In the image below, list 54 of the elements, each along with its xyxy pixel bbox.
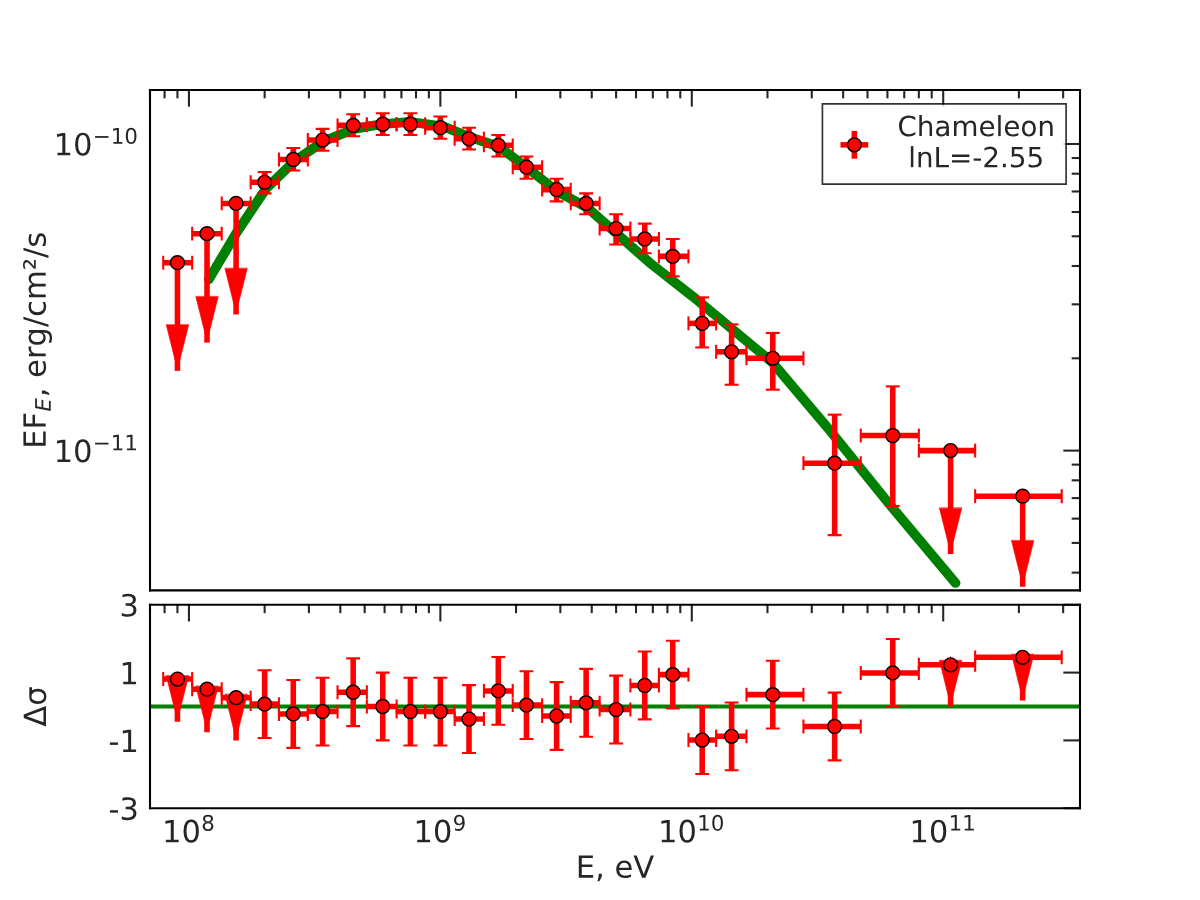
point [375, 698, 391, 715]
point [665, 248, 681, 265]
point [608, 220, 624, 237]
point [548, 708, 565, 724]
point [169, 671, 186, 687]
point [723, 344, 740, 360]
y-axis-title: Δσ [23, 687, 47, 727]
point [345, 117, 361, 134]
point [169, 255, 186, 271]
x-tick-label: 10$^{9}$ [416, 814, 465, 843]
point [694, 732, 710, 748]
point [199, 681, 215, 697]
point [665, 666, 681, 683]
point [461, 131, 477, 147]
point [578, 695, 594, 711]
point [375, 116, 391, 132]
y-axis-title: EF$_{E}$, erg/cm²/s [23, 233, 53, 446]
x-tick-label: 10$^{8}$ [165, 814, 214, 843]
point [461, 711, 477, 727]
point [199, 226, 215, 242]
point [256, 174, 273, 190]
point [518, 697, 535, 713]
point [637, 231, 653, 247]
point [518, 159, 535, 175]
point [548, 181, 565, 198]
y-tick-label: 10$^{−11}$ [57, 434, 136, 463]
point [345, 684, 361, 700]
point [490, 137, 506, 153]
x-tick-label: 10$^{10}$ [661, 814, 723, 843]
y-tick-label: -3 [109, 797, 137, 821]
point [285, 706, 301, 722]
point [256, 696, 273, 712]
x-axis-title: E, eV [578, 855, 654, 882]
point [228, 195, 244, 212]
point [637, 677, 653, 694]
point [432, 120, 449, 136]
point [314, 132, 331, 148]
x-tick-label: 10$^{11}$ [912, 815, 974, 843]
legend-label: Chameleon lnL=-2.55 [898, 115, 1053, 168]
point [432, 703, 449, 720]
point [314, 703, 331, 720]
point [285, 151, 301, 168]
point [608, 701, 624, 718]
y-tick-label: 1 [122, 661, 137, 685]
point [694, 315, 710, 332]
point [578, 195, 594, 212]
y-tick-label: 3 [121, 593, 137, 617]
y-tick-label: 10$^{−10}$ [57, 127, 137, 156]
point [723, 728, 740, 744]
point [490, 683, 506, 699]
y-tick-label: -1 [109, 729, 137, 753]
point [228, 690, 244, 706]
point [402, 703, 419, 720]
point [402, 116, 419, 132]
